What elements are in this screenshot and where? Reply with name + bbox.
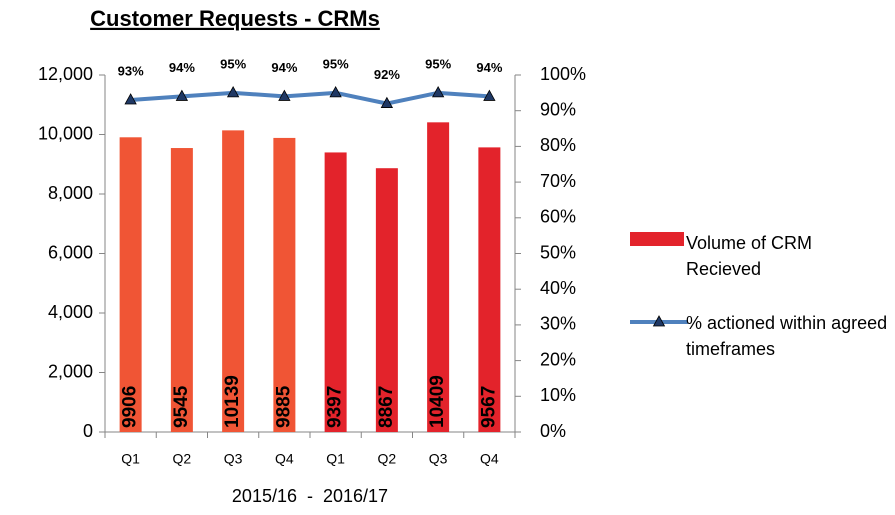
legend-label: % actioned within agreed timeframes <box>686 313 888 359</box>
y2-tick-label: 80% <box>540 135 576 155</box>
line-marker <box>483 89 496 101</box>
line-value-label: 95% <box>220 56 246 71</box>
line-marker <box>380 96 394 108</box>
line-marker <box>329 86 342 98</box>
y-tick-label: 12,000 <box>38 64 93 84</box>
line-value-label: 95% <box>425 56 451 71</box>
x-tick-label: Q2 <box>378 451 397 467</box>
y2-tick-label: 100% <box>540 64 586 84</box>
y-tick-label: 4,000 <box>48 302 93 322</box>
line-marker <box>431 86 445 98</box>
y2-tick-label: 60% <box>540 207 576 227</box>
y-tick-label: 6,000 <box>48 242 93 262</box>
line-value-label: 94% <box>169 60 195 75</box>
line-value-label: 94% <box>476 60 502 75</box>
line-marker <box>278 89 291 101</box>
bar-value-label: 9567 <box>478 386 499 428</box>
bar <box>324 152 347 432</box>
y-tick-label: 2,000 <box>48 361 93 381</box>
y2-tick-label: 20% <box>540 349 576 369</box>
bar <box>427 122 450 433</box>
line <box>130 90 490 106</box>
line-value-label: 92% <box>374 67 400 82</box>
bar <box>375 168 398 432</box>
y2-tick-label: 70% <box>540 171 576 191</box>
y2-tick-label: 0% <box>540 421 566 441</box>
x-tick-label: Q1 <box>326 451 345 467</box>
bar <box>478 147 501 432</box>
line-value-label: 93% <box>118 63 144 78</box>
line-marker <box>124 93 137 105</box>
bar <box>170 148 193 432</box>
y2-tick-label: 90% <box>540 99 576 119</box>
y-tick-label: 0 <box>83 421 93 441</box>
y2-tick-label: 10% <box>540 385 576 405</box>
bar-value-label: 10139 <box>222 375 243 428</box>
chart-title: Customer Requests - CRMs <box>90 6 380 31</box>
line-marker <box>175 89 189 101</box>
y-tick-label: 8,000 <box>48 183 93 203</box>
x-tick-label: Q4 <box>480 451 499 467</box>
bar-value-label: 8867 <box>376 386 397 428</box>
bar-value-label: 9906 <box>120 386 141 428</box>
bar-value-label: 9545 <box>171 385 192 428</box>
bar <box>119 137 142 432</box>
bar-value-label: 9397 <box>325 386 346 428</box>
line-marker <box>226 86 240 98</box>
y2-tick-label: 30% <box>540 314 576 334</box>
bar <box>273 137 296 432</box>
x-tick-label: Q3 <box>224 451 243 467</box>
y2-tick-label: 50% <box>540 242 576 262</box>
line-value-label: 95% <box>323 56 349 71</box>
legend-label: Volume of CRM Recieved <box>686 233 813 279</box>
bar-value-label: 10409 <box>427 375 448 428</box>
y-tick-label: 10,000 <box>38 123 93 143</box>
legend-swatch <box>630 232 684 246</box>
x-tick-label: Q2 <box>173 451 192 467</box>
x-axis-label: 2015/16 - 2016/17 <box>232 486 388 506</box>
bar <box>222 130 245 432</box>
y2-tick-label: 40% <box>540 278 576 298</box>
line-value-label: 94% <box>271 60 297 75</box>
bar-value-label: 9885 <box>273 385 294 428</box>
x-tick-label: Q4 <box>275 451 294 467</box>
x-tick-label: Q3 <box>429 451 448 467</box>
legend-marker <box>652 315 666 327</box>
x-tick-label: Q1 <box>121 451 140 467</box>
